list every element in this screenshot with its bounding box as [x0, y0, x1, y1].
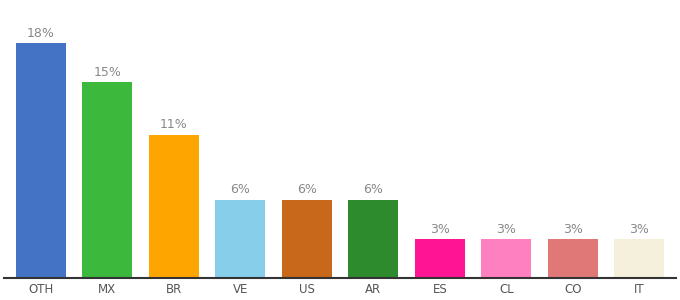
Text: 6%: 6%	[363, 184, 384, 196]
Text: 18%: 18%	[27, 27, 54, 40]
Text: 15%: 15%	[93, 66, 121, 79]
Bar	[614, 239, 664, 278]
Text: 3%: 3%	[563, 223, 583, 236]
Bar	[282, 200, 332, 278]
Text: 3%: 3%	[629, 223, 649, 236]
Bar	[149, 135, 199, 278]
Text: 3%: 3%	[430, 223, 449, 236]
Text: 6%: 6%	[296, 184, 317, 196]
Bar	[481, 239, 531, 278]
Bar	[348, 200, 398, 278]
Bar	[16, 43, 66, 278]
Bar	[415, 239, 464, 278]
Bar	[216, 200, 265, 278]
Bar	[82, 82, 132, 278]
Text: 6%: 6%	[231, 184, 250, 196]
Bar	[548, 239, 598, 278]
Text: 3%: 3%	[496, 223, 516, 236]
Text: 11%: 11%	[160, 118, 188, 131]
